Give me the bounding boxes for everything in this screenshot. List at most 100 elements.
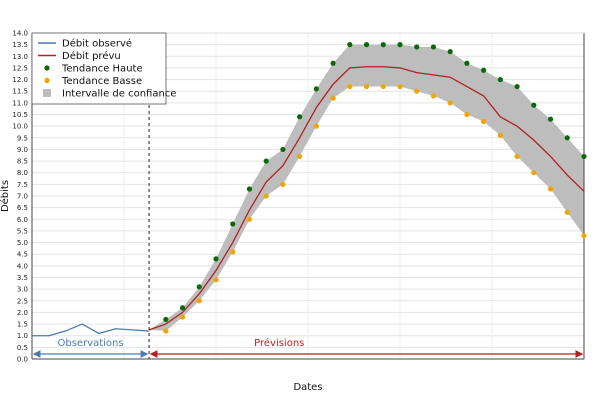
y-tick-label: 13.5 — [12, 41, 28, 49]
markers — [163, 42, 587, 334]
y-tick-label: 9.0 — [17, 146, 28, 154]
high-trend-point — [547, 116, 554, 122]
y-axis-title: Débits — [0, 180, 11, 212]
low-trend-point — [497, 132, 503, 139]
high-trend-point — [196, 284, 202, 290]
legend-label: Débit prévu — [62, 50, 121, 62]
y-tick-label: 6.0 — [17, 216, 28, 224]
low-trend-point — [196, 298, 202, 304]
region-arrows: Observations Prévisions — [32, 33, 584, 359]
low-trend-point — [280, 181, 286, 187]
series — [32, 66, 585, 337]
high-trend-point — [213, 256, 219, 262]
high-trend-point — [163, 316, 169, 323]
forecast-flow-line — [148, 66, 585, 331]
low-trend-point — [430, 93, 437, 99]
legend-label: Débit observé — [62, 38, 132, 50]
high-trend-point — [280, 146, 286, 153]
high-trend-point — [581, 153, 587, 160]
y-tick-label: 2.0 — [17, 309, 28, 317]
low-trend-point — [163, 328, 169, 334]
low-trend-point — [481, 118, 487, 125]
low-trend-point — [330, 95, 336, 101]
high-trend-point — [564, 135, 570, 141]
y-tick-label: 6.5 — [17, 204, 28, 212]
low-trend-point — [514, 153, 520, 160]
low-trend-point — [263, 193, 269, 199]
y-tick-label: 7.5 — [17, 181, 28, 189]
y-tick-label: 4.0 — [17, 262, 28, 270]
y-tick-label: 0.0 — [17, 356, 28, 364]
y-tick-label: 9.5 — [17, 134, 28, 142]
high-trend-point — [531, 102, 537, 108]
confidence-interval-area — [149, 44, 584, 332]
low-trend-point — [464, 111, 470, 118]
axes: 0.0 0.5 1.0 1.5 2.0 2.5 3.0 3.5 4.0 4.5 5.0 5.5 6.0 6… — [12, 30, 585, 364]
low-trend-point — [581, 232, 587, 239]
legend-label: Tendance Haute — [61, 64, 143, 75]
low-trend-point — [179, 314, 186, 320]
high-trend-point — [230, 221, 236, 227]
legend-marker-swatch — [44, 77, 50, 84]
y-tick-label: 8.5 — [17, 158, 28, 166]
y-tick-label: 12.0 — [12, 76, 28, 84]
low-trend-point — [414, 88, 420, 94]
y-tick-label: 1.0 — [17, 332, 28, 340]
legend-square-swatch — [43, 89, 51, 97]
y-tick-label: 10.5 — [12, 111, 28, 119]
low-trend-point — [380, 83, 386, 90]
y-tick-label: 3.5 — [17, 274, 28, 282]
legend-label: Intervalle de confiance — [62, 89, 176, 100]
y-tick-label: 14.0 — [12, 30, 28, 38]
y-tick-label: 12.5 — [12, 64, 28, 72]
low-trend-point — [230, 249, 236, 255]
high-trend-point — [481, 67, 487, 73]
low-trend-point — [297, 153, 303, 160]
y-tick-label: 10.0 — [12, 123, 28, 131]
low-trend-point — [313, 123, 319, 129]
y-tick-label: 8.0 — [17, 169, 28, 177]
high-trend-point — [246, 186, 253, 192]
low-trend-point — [547, 186, 554, 192]
y-tick-label: 7.0 — [17, 193, 28, 201]
low-trend-point — [363, 83, 370, 90]
observations-label: Observations — [57, 338, 123, 349]
high-trend-point — [497, 76, 503, 83]
high-trend-point — [347, 42, 353, 48]
y-tick-label: 11.0 — [12, 99, 28, 107]
low-trend-point — [397, 83, 403, 90]
observed-flow-line — [32, 323, 150, 337]
high-trend-point — [263, 158, 269, 164]
high-trend-point — [464, 60, 470, 66]
x-axis-title: Dates — [293, 382, 322, 393]
high-trend-point — [297, 114, 303, 120]
high-trend-point — [447, 49, 453, 55]
y-tick-label: 5.0 — [17, 239, 28, 247]
high-trend-point — [397, 42, 403, 48]
legend-box — [31, 32, 167, 105]
high-trend-point — [179, 305, 186, 311]
y-tick-label: 13.0 — [12, 53, 28, 61]
y-tick-label: 0.5 — [17, 344, 28, 352]
high-trend-point — [430, 44, 437, 50]
low-trend-point — [531, 170, 537, 176]
low-trend-point — [347, 83, 353, 90]
confidence-band — [149, 44, 584, 332]
y-tick-label: 11.5 — [12, 88, 28, 96]
previsions-label: Prévisions — [254, 337, 304, 349]
high-trend-point — [313, 86, 319, 92]
high-trend-point — [363, 42, 370, 48]
legend-marker-swatch — [44, 65, 50, 71]
legend-label: Tendance Basse — [61, 76, 142, 87]
high-trend-point — [514, 83, 520, 90]
low-trend-point — [447, 100, 453, 106]
y-tick-label: 1.5 — [17, 321, 28, 329]
low-trend-point — [213, 277, 219, 283]
high-trend-point — [330, 60, 336, 66]
low-trend-point — [246, 216, 253, 222]
low-trend-point — [564, 209, 570, 215]
y-tick-label: 3.0 — [17, 286, 28, 294]
